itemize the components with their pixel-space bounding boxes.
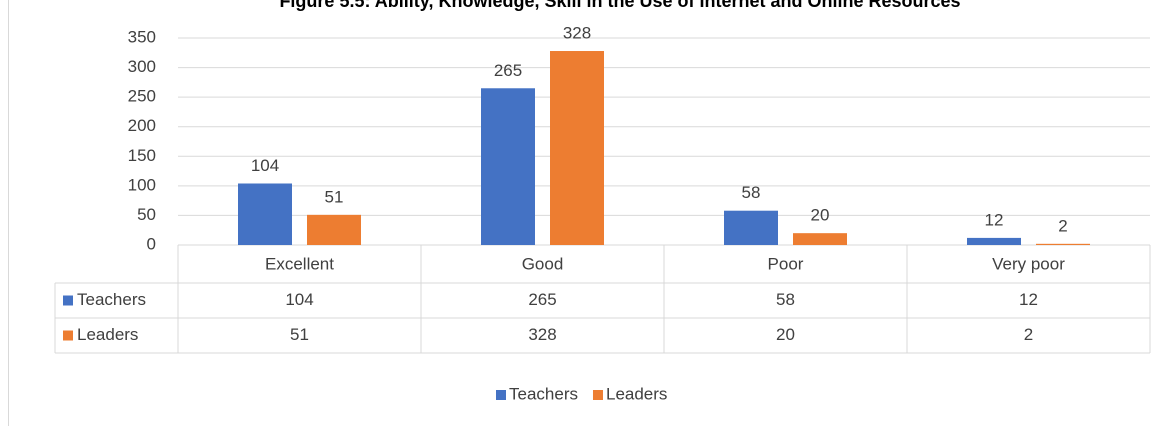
data-label: 265 — [494, 61, 522, 80]
y-tick-label: 300 — [128, 57, 156, 76]
bar — [307, 214, 361, 245]
y-tick-label: 50 — [137, 205, 156, 224]
table-cell: 104 — [285, 290, 313, 309]
y-tick-label: 150 — [128, 146, 156, 165]
data-label: 2 — [1058, 216, 1067, 235]
chart-title: Figure 5.5: Ability, Knowledge, Skill in… — [279, 0, 960, 11]
y-tick-label: 0 — [147, 234, 156, 253]
bar — [793, 233, 847, 245]
table-row-label: Teachers — [77, 290, 146, 309]
bar — [967, 237, 1021, 245]
x-tick-label: Good — [522, 254, 564, 273]
table-cell: 2 — [1024, 325, 1033, 344]
legend-label: Leaders — [606, 384, 667, 403]
bar — [1036, 243, 1090, 245]
legend-label: Teachers — [509, 384, 578, 403]
y-tick-label: 350 — [128, 27, 156, 46]
x-tick-label: Excellent — [265, 254, 334, 273]
bar — [481, 88, 535, 246]
bar — [724, 210, 778, 245]
data-label: 51 — [325, 187, 344, 206]
table-cell: 265 — [528, 290, 556, 309]
x-tick-label: Very poor — [992, 254, 1065, 273]
data-label: 58 — [742, 183, 761, 202]
table-cell: 20 — [776, 325, 795, 344]
legend-swatch — [592, 390, 603, 400]
data-label: 20 — [811, 206, 830, 225]
y-tick-label: 200 — [128, 116, 156, 135]
table-cell: 12 — [1019, 290, 1038, 309]
data-label: 104 — [251, 156, 279, 175]
legend-swatch — [63, 330, 73, 341]
table-cell: 58 — [776, 290, 795, 309]
x-tick-label: Poor — [768, 254, 804, 273]
legend-swatch — [63, 295, 73, 306]
table-row-label: Leaders — [77, 325, 138, 344]
table-cell: 51 — [290, 325, 309, 344]
data-label: 12 — [985, 210, 1004, 229]
y-tick-label: 250 — [128, 87, 156, 106]
legend-swatch — [496, 390, 506, 400]
bar — [238, 183, 292, 245]
bar — [550, 51, 604, 245]
table-cell: 328 — [528, 325, 556, 344]
data-label: 328 — [563, 23, 591, 42]
y-tick-label: 100 — [128, 175, 156, 194]
